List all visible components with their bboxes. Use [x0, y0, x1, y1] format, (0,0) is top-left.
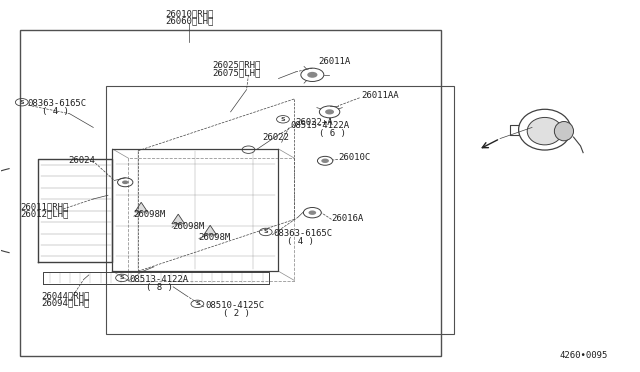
Ellipse shape — [554, 122, 573, 141]
Text: 26025〈RH〉: 26025〈RH〉 — [212, 61, 261, 70]
Text: 26011AA: 26011AA — [362, 91, 399, 100]
Text: 08513-4122A: 08513-4122A — [291, 121, 349, 130]
Text: S: S — [19, 100, 24, 105]
Text: ( 8 ): ( 8 ) — [147, 283, 173, 292]
Text: 26016A: 26016A — [332, 214, 364, 223]
Text: 08363-6165C: 08363-6165C — [28, 99, 86, 108]
Polygon shape — [135, 202, 148, 212]
Circle shape — [122, 180, 129, 184]
Text: ( 6 ): ( 6 ) — [319, 129, 346, 138]
Text: S: S — [264, 230, 268, 234]
Circle shape — [321, 158, 329, 163]
Text: 26010〈RH〉: 26010〈RH〉 — [165, 9, 213, 18]
Circle shape — [307, 72, 317, 78]
Text: 26010C: 26010C — [338, 153, 370, 161]
Text: 26098M: 26098M — [198, 232, 231, 242]
Bar — [20, 31, 442, 356]
Text: ( 4 ): ( 4 ) — [287, 237, 314, 246]
Text: 26022+A: 26022+A — [296, 119, 333, 128]
Bar — [106, 86, 454, 334]
Text: 26044〈RH〉: 26044〈RH〉 — [41, 291, 90, 300]
Text: 26098M: 26098M — [134, 211, 166, 219]
Ellipse shape — [527, 118, 563, 145]
Text: 26060〈LH〉: 26060〈LH〉 — [165, 17, 213, 26]
Polygon shape — [172, 214, 184, 224]
Text: 26012〈LH〉: 26012〈LH〉 — [20, 209, 68, 218]
Text: 26022: 26022 — [262, 132, 289, 142]
Circle shape — [325, 109, 334, 115]
Text: S: S — [281, 117, 285, 122]
Text: 26011〈RH〉: 26011〈RH〉 — [20, 202, 68, 211]
Text: 26075〈LH〉: 26075〈LH〉 — [212, 68, 261, 77]
Text: 26011A: 26011A — [319, 57, 351, 66]
Text: S: S — [120, 275, 124, 280]
Polygon shape — [204, 225, 216, 235]
Text: 26098M: 26098M — [172, 221, 204, 231]
Text: 08513-4122A: 08513-4122A — [130, 275, 189, 284]
Text: 26094〈LH〉: 26094〈LH〉 — [41, 299, 90, 308]
Circle shape — [308, 211, 316, 215]
Text: 08510-4125C: 08510-4125C — [205, 301, 264, 310]
Text: 26024: 26024 — [68, 156, 95, 165]
Text: ( 2 ): ( 2 ) — [223, 309, 250, 318]
Text: ( 4 ): ( 4 ) — [42, 108, 69, 116]
Text: 4260•0095: 4260•0095 — [559, 351, 607, 360]
Text: S: S — [195, 301, 200, 307]
Text: 08363-6165C: 08363-6165C — [273, 229, 333, 238]
